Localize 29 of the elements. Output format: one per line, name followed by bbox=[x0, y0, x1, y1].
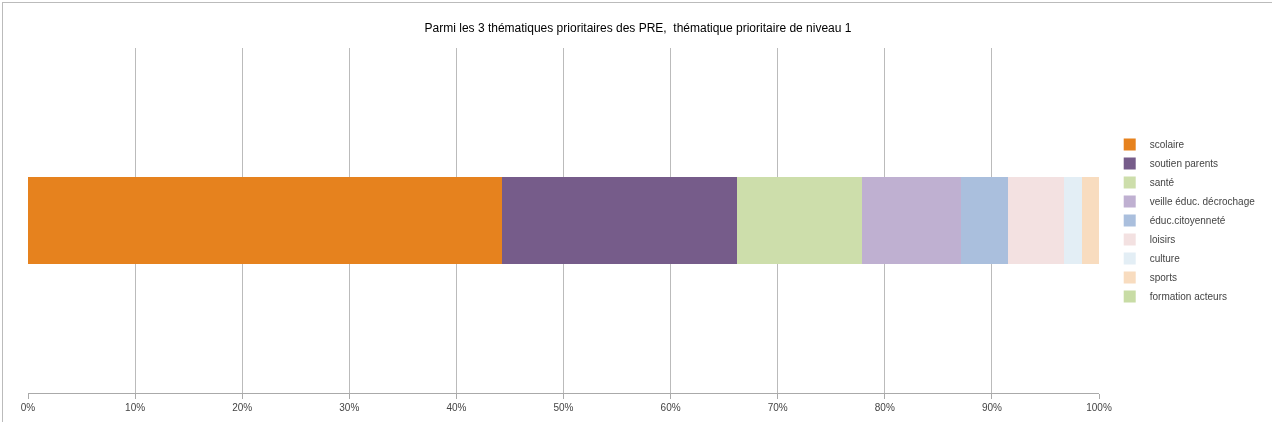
legend-label: culture bbox=[1149, 253, 1181, 265]
x-tick-label: 20% bbox=[232, 402, 253, 413]
x-tick-label: 10% bbox=[125, 402, 146, 413]
bar bbox=[28, 176, 503, 265]
x-tick-label: 80% bbox=[874, 402, 895, 413]
x-tick-label: 70% bbox=[767, 402, 788, 413]
x-tick-label: 60% bbox=[660, 402, 681, 413]
bar bbox=[1063, 176, 1082, 265]
legend-label: loisirs bbox=[1149, 234, 1176, 246]
legend-label: formation acteurs bbox=[1149, 291, 1227, 303]
bar bbox=[1007, 176, 1064, 265]
x-tick-label: 30% bbox=[339, 402, 360, 413]
x-tick-label: 50% bbox=[553, 402, 574, 413]
bar bbox=[862, 176, 961, 265]
bar bbox=[1081, 176, 1099, 265]
x-tick-label: 100% bbox=[1086, 402, 1112, 413]
x-tick-label: 90% bbox=[981, 402, 1003, 413]
legend-label: veille éduc. décrochage bbox=[1149, 196, 1256, 208]
legend-label: sports bbox=[1149, 272, 1177, 284]
bar bbox=[502, 176, 737, 265]
legend-label: éduc.citoyenneté bbox=[1149, 215, 1226, 227]
bar bbox=[960, 176, 1008, 265]
legend-label: scolaire bbox=[1149, 139, 1185, 151]
x-tick-label: 0% bbox=[20, 402, 36, 413]
chart-title: Parmi les 3 thématiques prioritaires des PRE, thématique prioritaire de niveau 1 bbox=[424, 21, 852, 36]
bar bbox=[737, 176, 863, 265]
x-tick-label: 40% bbox=[446, 402, 467, 413]
legend-label: santé bbox=[1149, 177, 1175, 189]
legend-label: soutien parents bbox=[1149, 158, 1219, 170]
